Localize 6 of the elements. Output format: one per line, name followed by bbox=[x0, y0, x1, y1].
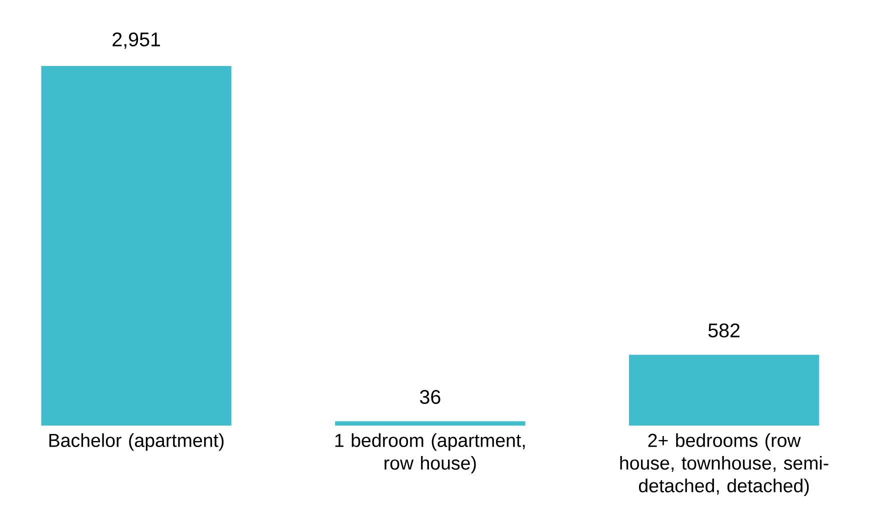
x-tick-label: 1 bedroom (apartment, row house) bbox=[335, 433, 525, 474]
x-tick-label: 2+ bedrooms (row house, townhouse, semi-detached, detached) bbox=[620, 433, 828, 496]
data-label: 582 bbox=[708, 323, 740, 338]
data-label: 36 bbox=[420, 390, 440, 404]
x-tick-label: Bachelor (apartment) bbox=[49, 433, 224, 451]
data-label: 2,951 bbox=[112, 32, 160, 49]
